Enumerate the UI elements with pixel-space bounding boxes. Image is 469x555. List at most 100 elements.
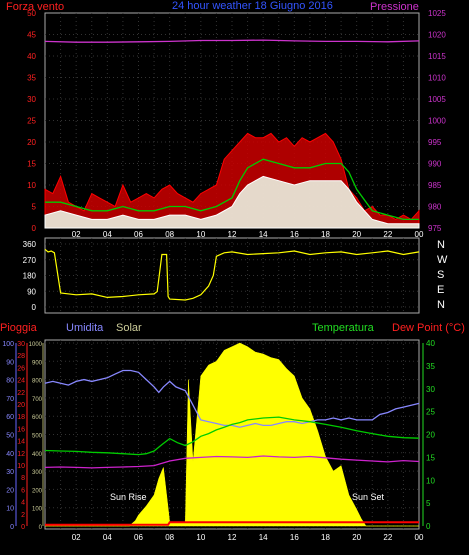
pressure-tick-label: 975 bbox=[428, 224, 442, 233]
wind-average-series bbox=[45, 158, 419, 221]
climate-chart: 0102030405060708090100024681012141618202… bbox=[0, 322, 465, 542]
climate-x-tick-label: 00 bbox=[415, 533, 424, 542]
solar-axis-label: Solar bbox=[116, 322, 142, 334]
rain-tick-label: 14 bbox=[17, 439, 25, 446]
humidity-tick-label: 20 bbox=[6, 487, 14, 494]
humidity-tick-label: 0 bbox=[10, 524, 14, 531]
wind-tick-label: 30 bbox=[27, 95, 36, 104]
wind-x-tick-label: 04 bbox=[103, 230, 112, 239]
pressure-tick-label: 980 bbox=[428, 203, 442, 212]
solar-tick-label: 600 bbox=[32, 415, 43, 421]
dewpoint-axis-label: Dew Point (°C) bbox=[392, 322, 465, 334]
pressure-tick-label: 1010 bbox=[428, 74, 446, 83]
wind-tick-label: 20 bbox=[27, 138, 36, 147]
wind-x-tick-label: 22 bbox=[383, 230, 392, 239]
wind-tick-label: 0 bbox=[32, 224, 37, 233]
climate-x-tick-label: 18 bbox=[321, 533, 330, 542]
climate-x-tick-label: 22 bbox=[383, 533, 392, 542]
direction-tick-label: 180 bbox=[23, 272, 37, 281]
solar-tick-label: 400 bbox=[32, 452, 43, 458]
sunset-annotation: Sun Set bbox=[352, 492, 385, 502]
climate-x-tick-label: 20 bbox=[352, 533, 361, 542]
humidity-axis-label: Umidita bbox=[66, 322, 104, 334]
pressure-tick-label: 1025 bbox=[428, 9, 446, 18]
humidity-tick-label: 10 bbox=[6, 506, 14, 513]
direction-tick-label: 0 bbox=[32, 303, 37, 312]
solar-tick-label: 0 bbox=[39, 525, 43, 531]
solar-tick-label: 900 bbox=[32, 360, 43, 366]
rain-tick-label: 12 bbox=[17, 451, 25, 458]
wind-x-tick-label: 02 bbox=[72, 230, 81, 239]
temperature-tick-label: 5 bbox=[426, 499, 431, 508]
compass-label: E bbox=[437, 284, 444, 296]
wind-direction-series bbox=[44, 248, 420, 301]
pressure-tick-label: 1015 bbox=[428, 52, 446, 61]
temperature-axis-label: Temperatura bbox=[312, 322, 375, 334]
wind-panel-x-ticks: 02 04 06 08 10 12 14 16 18 20 22 00 bbox=[72, 230, 424, 239]
solar-tick-label: 100 bbox=[32, 507, 43, 513]
wind-speed-ticks: 0 5 10 15 20 25 30 35 40 45 50 bbox=[27, 9, 36, 233]
wind-x-tick-label: 20 bbox=[352, 230, 361, 239]
pressure-tick-label: 1000 bbox=[428, 117, 446, 126]
wind-x-tick-label: 18 bbox=[321, 230, 330, 239]
solar-tick-label: 1000 bbox=[29, 342, 43, 348]
humidity-tick-label: 90 bbox=[6, 359, 14, 366]
compass-label: N bbox=[437, 299, 445, 311]
climate-x-tick-label: 06 bbox=[134, 533, 143, 542]
solar-tick-label: 700 bbox=[32, 397, 43, 403]
pressure-tick-label: 990 bbox=[428, 160, 442, 169]
wind-tick-label: 25 bbox=[27, 117, 36, 126]
wind-tick-label: 50 bbox=[27, 9, 36, 18]
climate-x-tick-label: 12 bbox=[228, 533, 237, 542]
compass-label: W bbox=[437, 254, 448, 266]
direction-series bbox=[44, 248, 420, 301]
direction-ticks: 0 90 180 270 360 bbox=[23, 240, 37, 312]
humidity-tick-label: 80 bbox=[6, 378, 14, 385]
wind-tick-label: 10 bbox=[27, 181, 36, 190]
rain-tick-label: 4 bbox=[21, 500, 25, 507]
rain-tick-label: 18 bbox=[17, 414, 25, 421]
wind-tick-label: 40 bbox=[27, 52, 36, 61]
temperature-tick-label: 10 bbox=[426, 476, 435, 485]
humidity-tick-label: 40 bbox=[6, 451, 14, 458]
compass-label: S bbox=[437, 269, 444, 281]
wind-x-tick-label: 00 bbox=[415, 230, 424, 239]
wind-tick-label: 15 bbox=[27, 160, 36, 169]
temperature-tick-label: 25 bbox=[426, 408, 435, 417]
pressure-ticks: 975 980 985 990 995 1000 1005 1010 1015 1020 1025 bbox=[428, 9, 446, 233]
temperature-tick-label: 20 bbox=[426, 431, 435, 440]
humidity-tick-label: 50 bbox=[6, 433, 14, 440]
wind-x-tick-label: 16 bbox=[290, 230, 299, 239]
wind-x-tick-label: 06 bbox=[134, 230, 143, 239]
pressure-tick-label: 995 bbox=[428, 138, 442, 147]
wind-x-tick-label: 14 bbox=[259, 230, 268, 239]
rain-tick-label: 8 bbox=[21, 475, 25, 482]
wind-x-tick-label: 10 bbox=[196, 230, 205, 239]
wind-tick-label: 35 bbox=[27, 74, 36, 83]
humidity-tick-label: 60 bbox=[6, 414, 14, 421]
wind-panel-series bbox=[44, 39, 420, 229]
climate-panel-x-ticks: 02 04 06 08 10 12 14 16 18 20 22 00 bbox=[72, 533, 424, 542]
rain-tick-label: 20 bbox=[17, 402, 25, 409]
rain-tick-label: 22 bbox=[17, 390, 25, 397]
pressure-tick-label: 985 bbox=[428, 181, 442, 190]
rain-tick-label: 0 bbox=[21, 524, 25, 531]
humidity-tick-label: 30 bbox=[6, 469, 14, 476]
dew-point-c-series bbox=[44, 455, 420, 469]
chart-title: 24 hour weather 18 Giugno 2016 bbox=[172, 0, 333, 12]
climate-x-tick-label: 02 bbox=[72, 533, 81, 542]
climate-panel-series bbox=[44, 342, 420, 527]
pressure-tick-label: 1020 bbox=[428, 31, 446, 40]
temperature-tick-label: 15 bbox=[426, 453, 435, 462]
temperature-tick-label: 0 bbox=[426, 522, 431, 531]
direction-tick-label: 360 bbox=[23, 240, 37, 249]
pressure-tick-label: 1005 bbox=[428, 95, 446, 104]
rain-tick-label: 2 bbox=[21, 512, 25, 519]
direction-tick-label: 270 bbox=[23, 256, 37, 265]
rain-tick-label: 24 bbox=[17, 378, 25, 385]
rain-axis-label: Pioggia bbox=[0, 322, 38, 334]
